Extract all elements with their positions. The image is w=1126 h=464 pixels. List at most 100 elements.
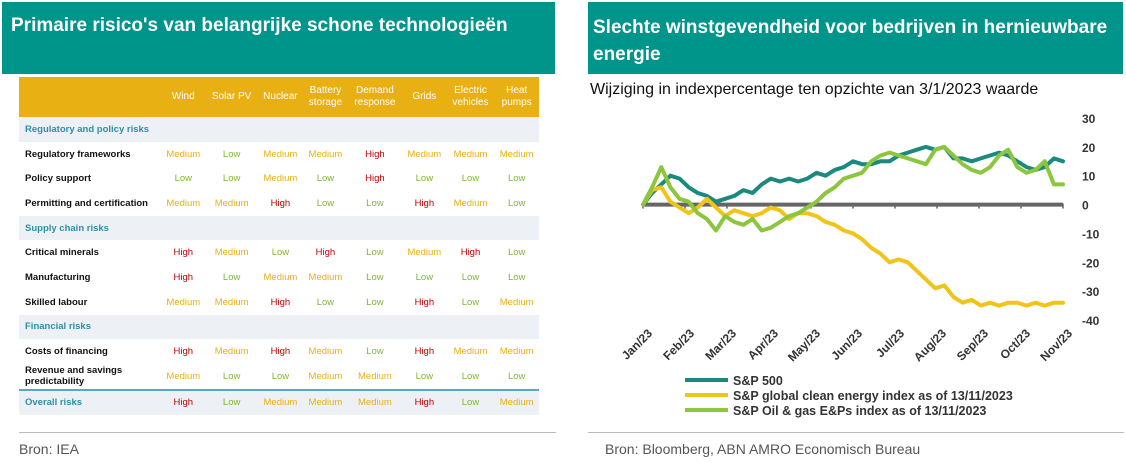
risk-cell: Medium xyxy=(407,247,442,259)
row-label: Manufacturing xyxy=(25,271,91,283)
table-row: Permitting and certification Medium Medium… xyxy=(19,191,539,216)
series-line-3 xyxy=(641,144,1065,233)
x-tick-label: Nov/23 xyxy=(1037,326,1075,364)
y-tick-label: 20 xyxy=(1082,141,1096,155)
chart-subtitle: Wijziging in indexpercentage ten opzicht… xyxy=(590,81,1039,98)
risk-cell: Medium xyxy=(499,346,534,358)
row-label: Regulatory frameworks xyxy=(25,148,131,160)
table-row: Regulatory frameworks Medium Low Medium Medi… xyxy=(19,142,539,167)
col-header-line: pumps xyxy=(501,97,532,108)
col-header-line: Grids xyxy=(412,91,437,102)
table-row: Manufacturing High Low Medium Medium Low Low Lo… xyxy=(19,265,539,290)
risk-cell: Low xyxy=(461,296,480,308)
col-header-demand-response: Demand response xyxy=(348,77,402,117)
col-header-nuclear: Nuclear xyxy=(258,77,303,117)
risk-cell: Medium xyxy=(499,296,534,308)
row-label: Policy support xyxy=(25,173,91,185)
x-tick-label: Jul/23 xyxy=(873,326,907,360)
col-header-heat-pumps: Heat pumps xyxy=(494,77,539,117)
section-label: Financial risks xyxy=(19,314,539,340)
row-label: Costs of financing xyxy=(25,346,108,358)
risk-cell: Medium xyxy=(407,148,442,160)
risk-cell: Low xyxy=(461,173,480,185)
risk-cell: Low xyxy=(461,271,480,283)
line-chart: 30 20 10 0 -10 -20 -30 -40 Jan/23 Feb/23 Mar/23 Apr… xyxy=(619,112,1100,418)
risk-cell: Low xyxy=(316,197,335,209)
x-tick-label: Oct/23 xyxy=(997,326,1033,362)
risk-cell: High xyxy=(402,389,447,416)
row-label: Overall risks xyxy=(19,389,161,416)
risk-cell: Medium xyxy=(308,370,343,382)
col-header-line: Nuclear xyxy=(263,91,298,102)
col-header-solar-pv: Solar PV xyxy=(206,77,258,117)
y-tick-label: 0 xyxy=(1082,199,1089,213)
left-panel-title: Primaire risico's van belangrijke schone… xyxy=(2,2,555,74)
left-source: Bron: IEA xyxy=(19,441,79,457)
right-source: Bron: Bloomberg, ABN AMRO Economisch Bur… xyxy=(605,441,921,457)
row-label: Permitting and certification xyxy=(25,197,148,209)
y-tick-label: 30 xyxy=(1082,112,1096,126)
y-tick-label: -20 xyxy=(1082,256,1100,270)
x-tick-label: Aug/23 xyxy=(911,326,949,364)
risk-cell: Low xyxy=(271,247,290,259)
risk-cell: High xyxy=(414,197,435,209)
table-header-row: Wind Solar PV Nuclear Battery storage Demand r… xyxy=(19,77,539,117)
risk-cell: Medium xyxy=(347,389,403,416)
x-tick-label: Sep/23 xyxy=(954,326,991,363)
col-header-line: storage xyxy=(308,97,343,108)
risk-cell: High xyxy=(161,389,206,416)
risk-cell: Medium xyxy=(308,148,343,160)
x-tick-label: Jan/23 xyxy=(619,326,656,363)
x-tick-label: Jun/23 xyxy=(828,326,865,363)
table-body: Regulatory and policy risks Regulatory fr… xyxy=(19,117,539,416)
risk-cell: Medium xyxy=(166,370,201,382)
risk-cell: Low xyxy=(316,296,335,308)
x-tick-label: Feb/23 xyxy=(660,326,697,363)
risk-cell: Medium xyxy=(499,148,534,160)
risk-cell: Low xyxy=(507,197,526,209)
risk-cell: Low xyxy=(446,389,495,416)
risk-cell: Low xyxy=(366,346,384,358)
risk-cell: Low xyxy=(205,389,258,416)
risk-cell: Medium xyxy=(166,148,201,160)
risk-cell: Low xyxy=(222,148,241,160)
risk-cell: Low xyxy=(415,271,434,283)
legend-label-2: S&P global clean energy index as of 13/1… xyxy=(733,389,1013,403)
risk-cell: Medium xyxy=(263,271,298,283)
risk-cell: Medium xyxy=(358,370,392,382)
risk-cell: High xyxy=(365,148,385,160)
risk-cell: Low xyxy=(507,247,526,259)
col-header-battery-storage: Battery storage xyxy=(303,77,348,117)
risk-cell: Low xyxy=(271,370,290,382)
risk-cell: Low xyxy=(366,247,384,259)
row-label: Critical minerals xyxy=(25,247,99,259)
risk-cell: Medium xyxy=(257,389,304,416)
y-tick-label: -30 xyxy=(1082,285,1100,299)
risk-cell: Medium xyxy=(308,346,343,358)
col-header-line: vehicles xyxy=(452,97,489,108)
col-header-electric-vehicles: Electric vehicles xyxy=(447,77,495,117)
risk-cell: Low xyxy=(507,370,526,382)
x-tick-label: May/23 xyxy=(785,326,823,364)
risk-cell: Low xyxy=(222,271,241,283)
left-divider xyxy=(19,432,556,433)
risk-cell: High xyxy=(173,247,194,259)
table-row: Costs of financing High Medium High Medium Lo… xyxy=(19,339,539,364)
row-label: Skilled labour xyxy=(25,296,88,308)
risk-cell: Low xyxy=(415,370,434,382)
risk-cell: Low xyxy=(174,173,193,185)
risk-cell: High xyxy=(270,197,291,209)
col-header-line: response xyxy=(354,97,396,108)
risk-cell: Low xyxy=(415,173,434,185)
risk-cell: Medium xyxy=(214,247,249,259)
col-header-grids: Grids xyxy=(402,77,447,117)
risk-cell: Low xyxy=(507,173,526,185)
risk-cell: High xyxy=(414,296,435,308)
risk-cell: Medium xyxy=(453,197,488,209)
risk-cell: Medium xyxy=(263,148,298,160)
table-row: Revenue and savings predictability Medium… xyxy=(19,364,539,390)
series-line-2 xyxy=(641,185,1065,308)
risk-cell: High xyxy=(315,247,336,259)
legend-label-1: S&P 500 xyxy=(733,374,783,388)
risk-table-container: Wind Solar PV Nuclear Battery storage Demand r… xyxy=(19,77,539,416)
